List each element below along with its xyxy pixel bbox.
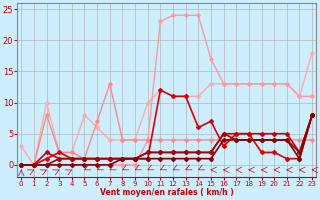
X-axis label: Vent moyen/en rafales ( km/h ): Vent moyen/en rafales ( km/h ) — [100, 188, 234, 197]
